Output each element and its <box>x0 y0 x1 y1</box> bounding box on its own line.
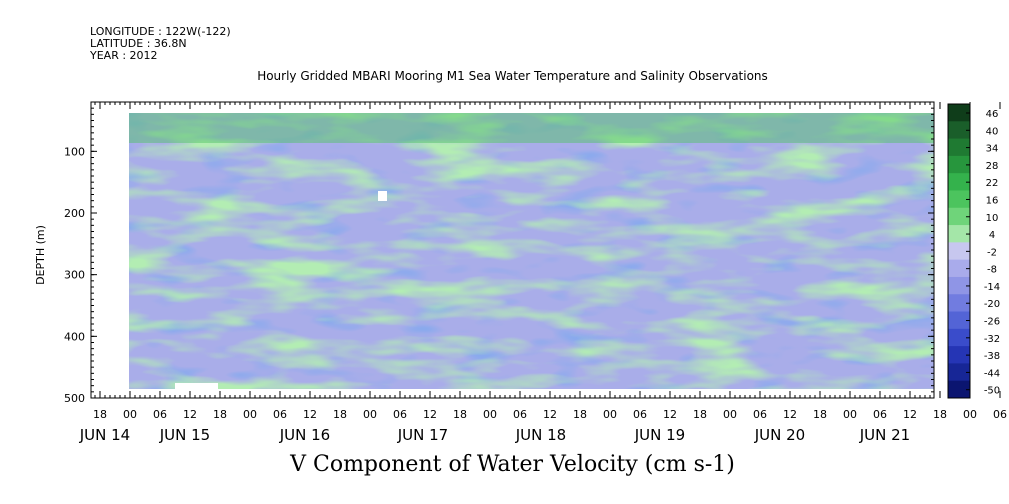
colorbar-swatch <box>948 155 970 174</box>
colorbar-label: 4 <box>989 230 995 241</box>
x-hour-label: 00 <box>363 408 377 421</box>
variable-title: V Component of Water Velocity (cm s-1) <box>290 452 735 477</box>
y-axis-label: DEPTH (m) <box>34 225 47 285</box>
colorbar-swatch <box>948 207 970 226</box>
colorbar-label: -2 <box>987 247 997 258</box>
x-day-label: JUN 17 <box>397 426 448 444</box>
colorbar-label: 22 <box>986 178 999 189</box>
colorbar-swatch <box>948 104 970 122</box>
x-hour-label: 06 <box>753 408 767 421</box>
y-tick-label: 400 <box>64 330 85 343</box>
colorbar-swatch <box>948 242 970 261</box>
colorbar-swatch <box>948 380 970 399</box>
colorbar-label: -8 <box>987 265 997 276</box>
colorbar-label: -14 <box>984 282 1000 293</box>
x-hour-label: 18 <box>213 408 227 421</box>
colorbar-label: -50 <box>984 386 1000 397</box>
colorbar-swatch <box>948 294 970 313</box>
colorbar-labels: 46 40 34 28 22 16 10 4 -2 -8 -14 -20 -26 -32 -38 -44 -50 <box>984 109 1000 397</box>
colorbar-swatch <box>948 311 970 330</box>
longitude-label: LONGITUDE : 122W(-122) <box>90 25 231 38</box>
colorbar-label: -20 <box>984 299 1000 310</box>
x-hour-label: 00 <box>243 408 257 421</box>
x-day-label: JUN 19 <box>634 426 685 444</box>
x-hour-label: 06 <box>633 408 647 421</box>
latitude-label: LATITUDE : 36.8N <box>90 37 187 50</box>
x-hour-label: 12 <box>663 408 677 421</box>
x-hour-label: 00 <box>963 408 977 421</box>
x-day-label: JUN 20 <box>754 426 805 444</box>
x-day-label: JUN 16 <box>279 426 330 444</box>
colorbar-swatch <box>948 190 970 209</box>
x-hour-label: 18 <box>93 408 107 421</box>
colorbar-label: -38 <box>984 351 1000 362</box>
colorbar-label: 40 <box>986 126 999 137</box>
x-hour-label: 12 <box>183 408 197 421</box>
colorbar-label: -32 <box>984 334 1000 345</box>
y-tick-labels: 100 200 300 400 500 <box>64 145 85 405</box>
x-hour-label: 06 <box>873 408 887 421</box>
colorbar-label: 46 <box>986 109 999 120</box>
colorbar-swatch <box>948 328 970 347</box>
y-tick-label: 300 <box>64 269 85 282</box>
x-day-labels: JUN 14 JUN 15 JUN 16 JUN 17 JUN 18 JUN 19 JUN … <box>79 426 910 444</box>
x-day-label: JUN 18 <box>515 426 566 444</box>
x-day-label: JUN 21 <box>859 426 910 444</box>
chart-title: Hourly Gridded MBARI Mooring M1 Sea Wate… <box>257 69 768 83</box>
x-day-label: JUN 15 <box>159 426 210 444</box>
x-hour-labels: 18 00 06 12 18 00 06 12 18 00 06 12 18 00 06 12 18 00 06 12… <box>93 408 1007 421</box>
colorbar-swatch <box>948 225 970 243</box>
colorbar-label: 28 <box>986 161 999 172</box>
colorbar-label: -44 <box>984 368 1000 379</box>
colorbar-swatch <box>948 173 970 191</box>
y-tick-label: 200 <box>64 207 85 220</box>
x-hour-label: 12 <box>783 408 797 421</box>
x-hour-label: 06 <box>513 408 527 421</box>
x-hour-label: 00 <box>603 408 617 421</box>
x-hour-label: 12 <box>423 408 437 421</box>
x-hour-label: 18 <box>333 408 347 421</box>
x-hour-label: 12 <box>543 408 557 421</box>
x-hour-label: 18 <box>813 408 827 421</box>
x-hour-label: 06 <box>393 408 407 421</box>
colorbar-label: 16 <box>986 195 999 206</box>
colorbar-label: 10 <box>986 213 999 224</box>
x-day-label: JUN 14 <box>79 426 130 444</box>
x-hour-label: 06 <box>273 408 287 421</box>
x-hour-label: 00 <box>483 408 497 421</box>
x-hour-label: 06 <box>153 408 167 421</box>
colorbar-label: 34 <box>986 144 999 155</box>
y-tick-label: 500 <box>64 392 85 405</box>
colorbar-label: -26 <box>984 317 1000 328</box>
x-hour-label: 00 <box>843 408 857 421</box>
x-hour-label: 12 <box>903 408 917 421</box>
year-label: YEAR : 2012 <box>90 49 158 62</box>
x-hour-label: 12 <box>303 408 317 421</box>
x-hour-label: 18 <box>933 408 947 421</box>
heatmap-field <box>129 113 934 389</box>
x-hour-label: 18 <box>693 408 707 421</box>
missing-data-patch <box>378 191 387 201</box>
colorbar-swatch <box>948 138 970 157</box>
colorbar-swatch <box>948 121 970 140</box>
colorbar-swatch <box>948 346 970 364</box>
x-hour-label: 00 <box>723 408 737 421</box>
x-hour-label: 06 <box>993 408 1007 421</box>
colorbar <box>947 103 971 399</box>
y-tick-label: 100 <box>64 145 85 158</box>
x-hour-label: 18 <box>453 408 467 421</box>
missing-data-patch <box>175 383 218 389</box>
colorbar-swatch <box>948 259 970 278</box>
colorbar-swatch <box>948 276 970 295</box>
x-hour-label: 18 <box>573 408 587 421</box>
colorbar-swatch <box>948 363 970 382</box>
x-hour-label: 00 <box>123 408 137 421</box>
